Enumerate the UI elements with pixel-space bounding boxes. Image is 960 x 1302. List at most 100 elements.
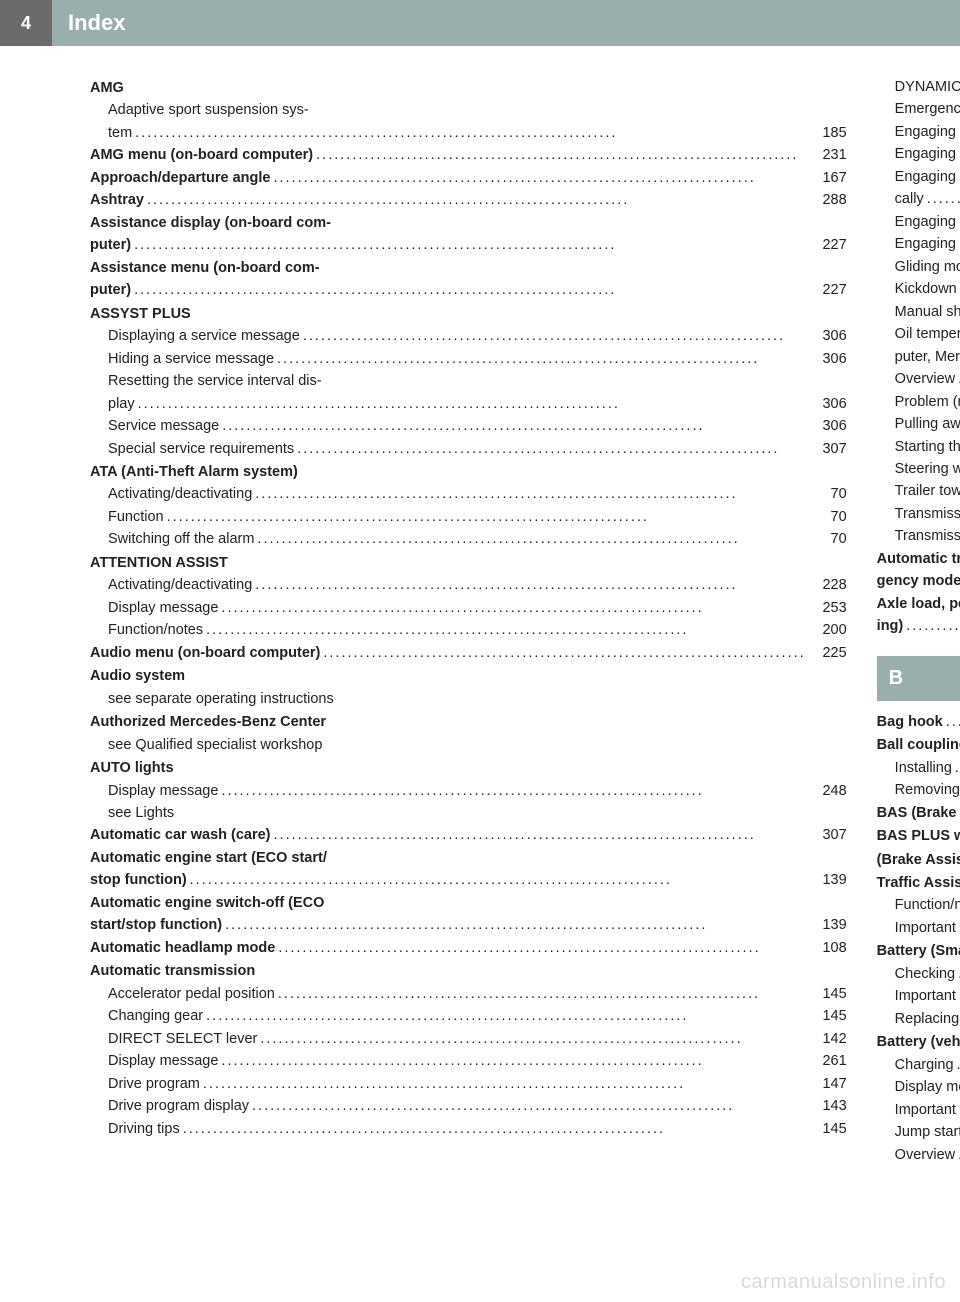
entry-label: Adaptive sport suspension sys- — [108, 99, 309, 121]
entry-label: Important safety notes — [895, 917, 960, 939]
entry-page: 145 — [809, 1118, 847, 1140]
entry-label: DIRECT SELECT lever — [108, 1028, 257, 1050]
index-entry: Adaptive sport suspension sys- — [90, 99, 847, 121]
leader-dots: ........................................… — [131, 234, 809, 256]
index-entry: Approach/departure angle................… — [90, 167, 847, 189]
index-entry: Pulling away............................… — [877, 413, 960, 435]
leader-dots: ........................................… — [249, 1095, 809, 1117]
leader-dots: ........................................… — [218, 1050, 808, 1072]
index-content: AMGAdaptive sport suspension sys-tem....… — [0, 76, 960, 1166]
entry-label: Engaging reverse gear — [895, 211, 960, 233]
entry-label: Display message — [895, 1076, 960, 1098]
leader-dots: ........................................… — [955, 1144, 960, 1166]
entry-label: Kickdown — [895, 278, 957, 300]
entry-label: Audio menu (on-board computer) — [90, 642, 320, 664]
entry-page: 145 — [809, 1005, 847, 1027]
index-entry: Overview................................… — [877, 368, 960, 390]
entry-label: Switching off the alarm — [108, 528, 254, 550]
entry-page: 228 — [809, 574, 847, 596]
entry-label: play — [108, 393, 135, 415]
leader-dots: ........................................… — [954, 1054, 960, 1076]
entry-label: Assistance display (on-board com- — [90, 212, 331, 234]
index-entry: Activating/deactivating.................… — [90, 483, 847, 505]
index-entry: Switching off the alarm.................… — [90, 528, 847, 550]
leader-dots: ........................................… — [924, 188, 960, 210]
entry-label: Automatic transmission emer- — [877, 548, 960, 570]
entry-label: Activating/deactivating — [108, 483, 252, 505]
leader-dots: ........................................… — [903, 615, 960, 637]
entry-label: start/stop function) — [90, 914, 222, 936]
entry-label: tem — [108, 122, 132, 144]
entry-page: 306 — [809, 393, 847, 415]
index-note: see Lights — [90, 802, 847, 824]
index-entry: AMG menu (on-board computer)............… — [90, 144, 847, 166]
entry-page: 145 — [809, 983, 847, 1005]
index-entry: Engaging reverse gear...................… — [877, 211, 960, 233]
index-entry: Service message.........................… — [90, 415, 847, 437]
index-heading: (Brake Assist PLUS with Cross- — [877, 848, 960, 871]
index-entry: Manual shifting.........................… — [877, 301, 960, 323]
entry-page: 248 — [809, 780, 847, 802]
entry-page: 225 — [809, 642, 847, 664]
entry-label: Automatic engine switch-off (ECO — [90, 892, 324, 914]
index-heading: AUTO lights — [90, 756, 847, 779]
leader-dots: ........................................… — [203, 1005, 809, 1027]
index-entry: Steering wheel paddle shifters..........… — [877, 458, 960, 480]
index-entry: Driving tips............................… — [90, 1118, 847, 1140]
index-entry: Display message.........................… — [90, 780, 847, 802]
leader-dots: ........................................… — [257, 1028, 808, 1050]
page-title: Index — [52, 0, 960, 46]
right-column: DYNAMIC SELECT controller...............… — [877, 76, 960, 1166]
entry-label: Axle load, permissible (trailer tow- — [877, 593, 960, 615]
entry-page: 227 — [809, 234, 847, 256]
entry-label: Drive program — [108, 1073, 200, 1095]
entry-page: 147 — [809, 1073, 847, 1095]
index-entry: Function/notes..........................… — [877, 894, 960, 916]
index-entry: BAS (Brake Assist System)...............… — [877, 802, 960, 824]
entry-label: Ashtray — [90, 189, 144, 211]
leader-dots: ........................................… — [203, 619, 809, 641]
entry-label: Problem (malfunction) — [895, 391, 960, 413]
index-entry: Bag hook................................… — [877, 711, 960, 733]
leader-dots: ........................................… — [252, 483, 808, 505]
entry-page: 253 — [809, 597, 847, 619]
index-entry: Removing................................… — [877, 779, 960, 801]
entry-label: Changing gear — [108, 1005, 203, 1027]
index-entry: play....................................… — [90, 393, 847, 415]
entry-label: cally — [895, 188, 924, 210]
leader-dots: ........................................… — [218, 780, 808, 802]
index-entry: Activating/deactivating.................… — [90, 574, 847, 596]
index-entry: Gliding mode............................… — [877, 256, 960, 278]
leader-dots: ........................................… — [131, 279, 809, 301]
index-entry: Oil temperature (on-board com- — [877, 323, 960, 345]
entry-label: Resetting the service interval dis- — [108, 370, 322, 392]
index-heading: Battery (SmartKey) — [877, 939, 960, 962]
entry-label: Displaying a service message — [108, 325, 300, 347]
entry-page: 70 — [809, 483, 847, 505]
index-entry: Assistance menu (on-board com- — [90, 257, 847, 279]
index-entry: Special service requirements............… — [90, 438, 847, 460]
leader-dots: ........................................… — [271, 824, 809, 846]
leader-dots: ........................................… — [135, 393, 809, 415]
index-entry: Engaging the park position..............… — [877, 233, 960, 255]
entry-label: Checking — [895, 963, 955, 985]
index-entry: Display message.........................… — [90, 1050, 847, 1072]
entry-label: Display message — [108, 780, 218, 802]
entry-label: gency mode — [877, 570, 960, 592]
entry-page: 261 — [809, 1050, 847, 1072]
entry-label: AMG menu (on-board computer) — [90, 144, 313, 166]
entry-label: Bag hook — [877, 711, 943, 733]
entry-label: Approach/departure angle — [90, 167, 270, 189]
leader-dots: ........................................… — [300, 325, 809, 347]
entry-label: puter, Mercedes-AMG vehicles) — [895, 346, 960, 368]
index-entry: Trailer towing..........................… — [877, 480, 960, 502]
entry-label: Steering wheel paddle shifters — [895, 458, 960, 480]
index-entry: puter, Mercedes-AMG vehicles)...........… — [877, 346, 960, 368]
index-heading: Traffic Assist) — [877, 871, 960, 894]
entry-page: 307 — [809, 824, 847, 846]
entry-label: Transmission positions — [895, 525, 960, 547]
entry-label: Transmission position display — [895, 503, 960, 525]
entry-label: Overview — [895, 1144, 955, 1166]
leader-dots: ........................................… — [252, 574, 808, 596]
leader-dots: ........................................… — [955, 963, 960, 985]
